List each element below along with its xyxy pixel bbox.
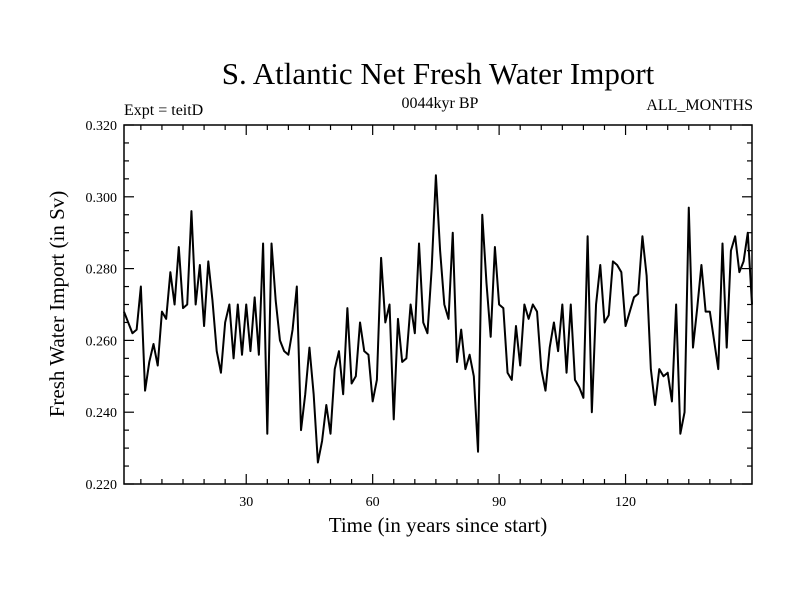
plot-frame	[123, 124, 753, 485]
x-axis-ticks: 30 60 90 120	[140, 125, 732, 510]
x-tick-label: 30	[239, 495, 253, 510]
chart-title: S. Atlantic Net Fresh Water Import	[222, 56, 655, 91]
y-tick-label: 0.260	[86, 334, 118, 349]
period-label: 0044kyr BP	[402, 95, 479, 112]
x-tick-label: 120	[615, 495, 636, 510]
y-tick-label: 0.300	[86, 191, 118, 206]
x-tick-label: 60	[366, 495, 380, 510]
x-tick-label: 90	[492, 495, 506, 510]
months-label: ALL_MONTHS	[646, 97, 753, 114]
y-axis-ticks: 0.220 0.240 0.260 0.280 0.300 0.320	[86, 119, 752, 493]
y-axis-label: Fresh Water Import (in Sv)	[45, 191, 69, 418]
y-tick-label: 0.320	[86, 119, 118, 134]
series-line	[123, 174, 753, 464]
experiment-label: Expt = teitD	[124, 102, 203, 119]
y-tick-label: 0.220	[86, 478, 118, 493]
y-tick-label: 0.240	[86, 406, 118, 421]
y-tick-label: 0.280	[86, 263, 118, 278]
x-axis-label: Time (in years since start)	[329, 513, 548, 537]
